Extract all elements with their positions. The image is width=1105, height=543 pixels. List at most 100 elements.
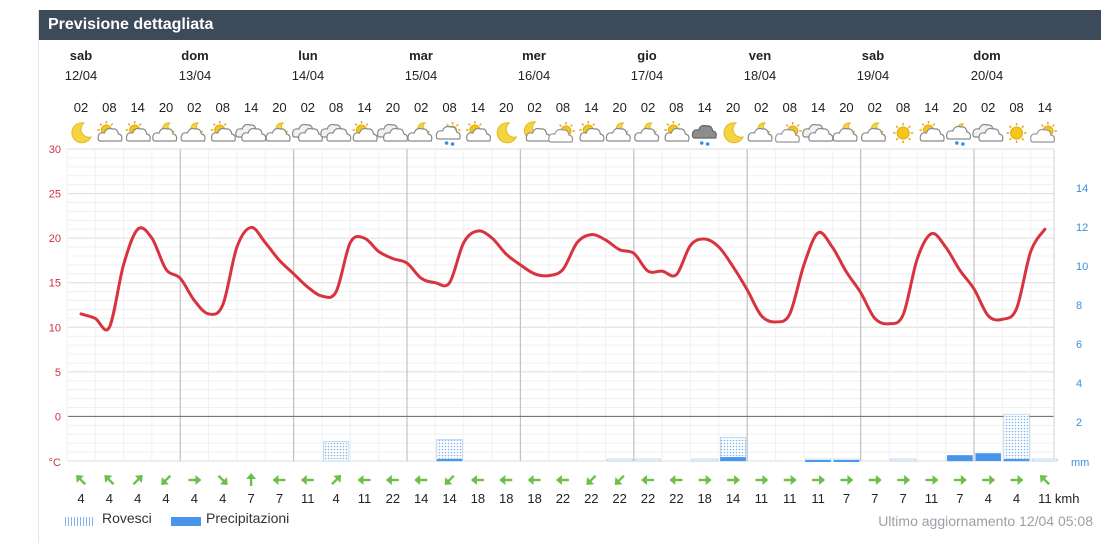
hour-label: 14 [244, 100, 258, 115]
wind-arrow-icon [217, 474, 228, 485]
wind-arrow-icon [555, 475, 569, 485]
precip-tick-label: 2 [1076, 417, 1082, 429]
sun-ray [223, 123, 227, 126]
wind-speed-label: 7 [900, 491, 907, 506]
sun-ray [932, 123, 936, 126]
wind-arrow-icon [727, 475, 741, 485]
day-date-1: 13/04 [179, 68, 212, 83]
wind-arrow-icon [698, 475, 712, 485]
precip-tick-label: 12 [1076, 222, 1088, 234]
last-update-text: Ultimo aggiornamento 12/04 05:08 [878, 513, 1093, 529]
hour-label: 20 [839, 100, 853, 115]
day-date-8: 20/04 [971, 68, 1004, 83]
partly-cloudy-night-icon [634, 122, 660, 142]
sun-ray [796, 124, 800, 127]
wind-arrow-icon [357, 475, 371, 485]
wind-arrow-icon [953, 475, 967, 485]
day-date-7: 19/04 [857, 68, 890, 83]
wind-arrow-icon [755, 475, 769, 485]
cloud-shape [605, 127, 631, 142]
precipitazioni-bar [1003, 459, 1030, 462]
rovesci-bar [634, 458, 662, 462]
precip-tick-label: 10 [1076, 261, 1088, 273]
wind-arrow-head [246, 473, 257, 479]
sun-ray [1051, 124, 1055, 127]
hour-label: 08 [102, 100, 116, 115]
wind-arrow-head [641, 475, 647, 485]
hour-label: 14 [924, 100, 938, 115]
partly-cloudy-night-icon [747, 122, 773, 142]
moon-cloud-icon [523, 121, 551, 142]
wind-arrow-head [875, 475, 882, 485]
sun-ray [138, 123, 142, 126]
wind-arrow-head [357, 475, 364, 485]
precipitazioni-bar [720, 457, 746, 461]
cloud-shape [180, 127, 206, 142]
wind-speed-label: 4 [134, 491, 141, 506]
wind-arrow-icon [1039, 475, 1050, 486]
wind-speed-label: 14 [442, 491, 456, 506]
hour-label: 08 [669, 100, 683, 115]
precipitazioni-bar [833, 460, 860, 463]
cloudy-icon [802, 123, 834, 142]
hour-label: 02 [754, 100, 768, 115]
cloud-shape [860, 127, 886, 142]
cloud-shape [548, 128, 574, 143]
wind-arrow-icon [188, 475, 202, 485]
rovesci-bar [1031, 458, 1058, 462]
wind-arrow-head [219, 477, 228, 485]
rain-drop [450, 142, 455, 146]
rovesci-bar [890, 458, 917, 462]
hour-label: 14 [130, 100, 144, 115]
cloud-shape [125, 127, 151, 142]
day-date-5: 17/04 [631, 68, 664, 83]
wind-arrow-icon [925, 475, 939, 485]
wind-speed-label: 22 [556, 491, 570, 506]
wind-arrow-icon [161, 474, 172, 485]
wind-speed-label: 11 [1038, 491, 1052, 506]
wind-arrow-head [414, 475, 421, 485]
hour-label: 08 [442, 100, 456, 115]
day-date-6: 18/04 [744, 68, 777, 83]
legend-rovesci-swatch [65, 517, 95, 526]
sun-icon [1006, 123, 1027, 143]
cloud-shape [97, 127, 123, 142]
wind-speed-label: 14 [414, 491, 428, 506]
sun-ray [921, 123, 925, 126]
forecast-panel: Previsione dettagliata sab 12/04 dom 13/04 l… [38, 10, 1101, 543]
cloudy-icon [320, 123, 352, 142]
day-date-3: 15/04 [405, 68, 438, 83]
wind-arrow-icon [414, 475, 428, 485]
rovesci-bar [1003, 413, 1030, 462]
partly-cloudy-night-icon [265, 122, 291, 142]
hour-label: 14 [1038, 100, 1052, 115]
wind-arrow-icon [76, 475, 87, 486]
rovesci-bar [323, 441, 350, 462]
day-name-3: mar [409, 48, 433, 63]
wind-speed-label: 4 [333, 491, 340, 506]
wind-arrow-head [195, 475, 202, 485]
rovesci-bar [436, 439, 463, 462]
wind-arrow-icon [586, 474, 597, 485]
cloud-shape [919, 127, 945, 142]
hour-label: 02 [301, 100, 315, 115]
hour-label: 08 [1009, 100, 1023, 115]
hour-label: 08 [329, 100, 343, 115]
wind-arrow-icon [1010, 475, 1024, 485]
cloudy-icon [291, 123, 323, 142]
wind-arrow-head [104, 475, 113, 483]
moon-shape [71, 122, 92, 144]
sun-ray [785, 124, 789, 127]
wind-speed-label: 7 [843, 491, 850, 506]
hour-label: 02 [414, 100, 428, 115]
wind-speed-label: 11 [783, 491, 797, 506]
temp-tick-label: 30 [49, 144, 61, 156]
wind-arrow-head [614, 477, 623, 485]
wind-arrow-icon [272, 475, 286, 485]
partly-cloudy-night-icon [180, 122, 206, 142]
wind-arrow-head [960, 475, 967, 485]
wind-arrow-icon [897, 475, 911, 485]
wind-arrow-head [762, 475, 769, 485]
cloud-shape [265, 127, 291, 142]
rain-drop [444, 141, 449, 145]
